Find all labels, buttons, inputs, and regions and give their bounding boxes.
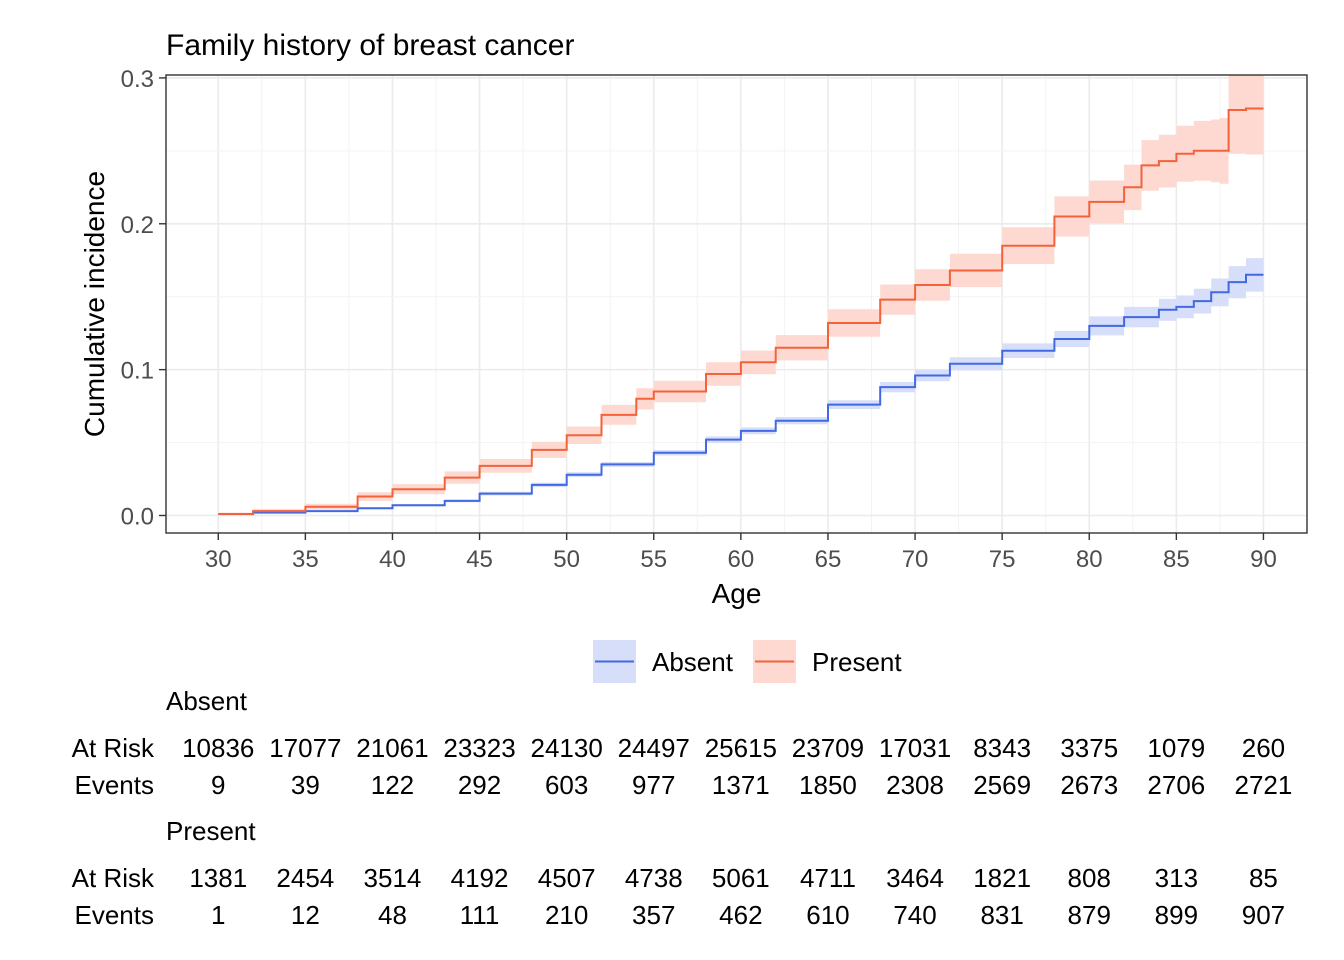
- incidence-lines: [218, 107, 1264, 515]
- risk-row-label-at-risk: At Risk: [71, 733, 154, 763]
- y-axis-label: Cumulative incidence: [79, 171, 110, 437]
- x-tick-label: 90: [1250, 546, 1277, 573]
- risk-cell-at-risk: 5061: [711, 863, 770, 893]
- risk-cell-events: 1850: [799, 770, 857, 800]
- risk-cell-events: 111: [459, 900, 500, 930]
- risk-cell-at-risk: 313: [1154, 863, 1199, 893]
- risk-cell-events: 1: [211, 900, 226, 930]
- risk-cell-at-risk: 3375: [1060, 733, 1119, 763]
- x-tick-label: 50: [553, 546, 580, 573]
- chart-title: Family history of breast cancer: [166, 29, 574, 62]
- risk-row-label-events: Events: [74, 770, 155, 800]
- legend: Absent Present: [593, 640, 902, 683]
- risk-group-title: Present: [166, 816, 256, 846]
- x-tick-label: 40: [379, 546, 406, 573]
- risk-cell-at-risk: 3514: [363, 863, 422, 893]
- risk-cell-at-risk: 1381: [189, 863, 248, 893]
- plot-panel-border: [165, 74, 1308, 534]
- risk-cell-events: 39: [290, 770, 320, 800]
- x-tick-label: 60: [728, 546, 755, 573]
- risk-cell-events: 907: [1241, 900, 1286, 930]
- risk-cell-at-risk: 24130: [530, 733, 603, 763]
- x-tick-label: 45: [466, 546, 493, 573]
- risk-cell-at-risk: 4738: [624, 863, 683, 893]
- x-tick-label: 80: [1076, 546, 1103, 573]
- risk-cell-events: 899: [1154, 900, 1199, 930]
- legend-label-absent: Absent: [652, 647, 734, 677]
- risk-cell-at-risk: 10836: [182, 733, 255, 763]
- risk-cell-at-risk: 21061: [356, 733, 429, 763]
- y-tick-label: 0.1: [121, 358, 154, 385]
- risk-cell-at-risk: 17031: [878, 733, 952, 763]
- risk-cell-at-risk: 4507: [537, 863, 596, 893]
- risk-cell-at-risk: 2454: [276, 863, 335, 893]
- risk-row-label-at-risk: At Risk: [71, 863, 154, 893]
- risk-cell-events: 48: [377, 900, 407, 930]
- risk-cell-events: 2721: [1234, 770, 1293, 800]
- risk-cell-at-risk: 17077: [269, 733, 342, 763]
- x-tick-label: 85: [1163, 546, 1190, 573]
- legend-label-present: Present: [812, 647, 902, 677]
- risk-cell-events: 2308: [886, 770, 944, 800]
- grid: [166, 75, 1307, 533]
- risk-cell-at-risk: 3464: [886, 863, 944, 893]
- cumulative-incidence-chart: Family history of breast cancer 30 35 40 45…: [79, 29, 1308, 683]
- risk-cell-events: 603: [544, 770, 589, 800]
- risk-cell-events: 1371: [711, 770, 770, 800]
- risk-cell-events: 12: [290, 900, 320, 930]
- risk-cell-events: 2673: [1060, 770, 1119, 800]
- risk-cell-at-risk: 4711: [799, 863, 856, 893]
- risk-cell-at-risk: 1821: [973, 863, 1032, 893]
- x-tick-label: 75: [989, 546, 1016, 573]
- x-tick-label: 55: [640, 546, 667, 573]
- y-tick-label: 0.0: [121, 503, 154, 530]
- risk-cell-events: 740: [893, 900, 937, 930]
- risk-cell-at-risk: 85: [1248, 863, 1278, 893]
- x-axis-label: Age: [712, 578, 762, 609]
- risk-cell-events: 357: [632, 900, 676, 930]
- x-tick-label: 35: [292, 546, 319, 573]
- y-tick-label: 0.3: [121, 66, 154, 93]
- risk-cell-at-risk: 1079: [1147, 733, 1206, 763]
- risk-row-label-events: Events: [74, 900, 155, 930]
- incidence-line-absent: [218, 273, 1264, 515]
- risk-cell-events: 610: [806, 900, 850, 930]
- risk-cell-at-risk: 23709: [791, 733, 865, 763]
- y-tick-label: 0.2: [121, 212, 154, 239]
- x-tick-label: 65: [815, 546, 842, 573]
- risk-cell-at-risk: 260: [1241, 733, 1286, 763]
- risk-cell-events: 292: [457, 770, 502, 800]
- risk-cell-at-risk: 23323: [443, 733, 516, 763]
- risk-cell-events: 2569: [973, 770, 1032, 800]
- risk-cell-at-risk: 8343: [973, 733, 1032, 763]
- risk-cell-events: 879: [1067, 900, 1111, 930]
- risk-group-title: Absent: [166, 686, 247, 716]
- risk-cell-events: 122: [370, 770, 415, 800]
- risk-cell-events: 9: [211, 770, 226, 800]
- risk-cell-events: 210: [544, 900, 589, 930]
- risk-cell-at-risk: 25615: [704, 733, 777, 763]
- risk-cell-events: 831: [980, 900, 1024, 930]
- risk-cell-events: 977: [632, 770, 676, 800]
- incidence-line-present: [218, 107, 1264, 515]
- x-tick-label: 70: [902, 546, 929, 573]
- risk-cell-events: 2706: [1147, 770, 1206, 800]
- x-tick-label: 30: [205, 546, 232, 573]
- risk-cell-at-risk: 808: [1067, 863, 1111, 893]
- risk-cell-at-risk: 4192: [450, 863, 509, 893]
- risk-cell-at-risk: 24497: [617, 733, 690, 763]
- risk-cell-events: 462: [719, 900, 763, 930]
- axes: 30 35 40 45 50 55 60 65 70 75 80 85 90 0.0 0.1 0.2 0.3: [121, 66, 1277, 573]
